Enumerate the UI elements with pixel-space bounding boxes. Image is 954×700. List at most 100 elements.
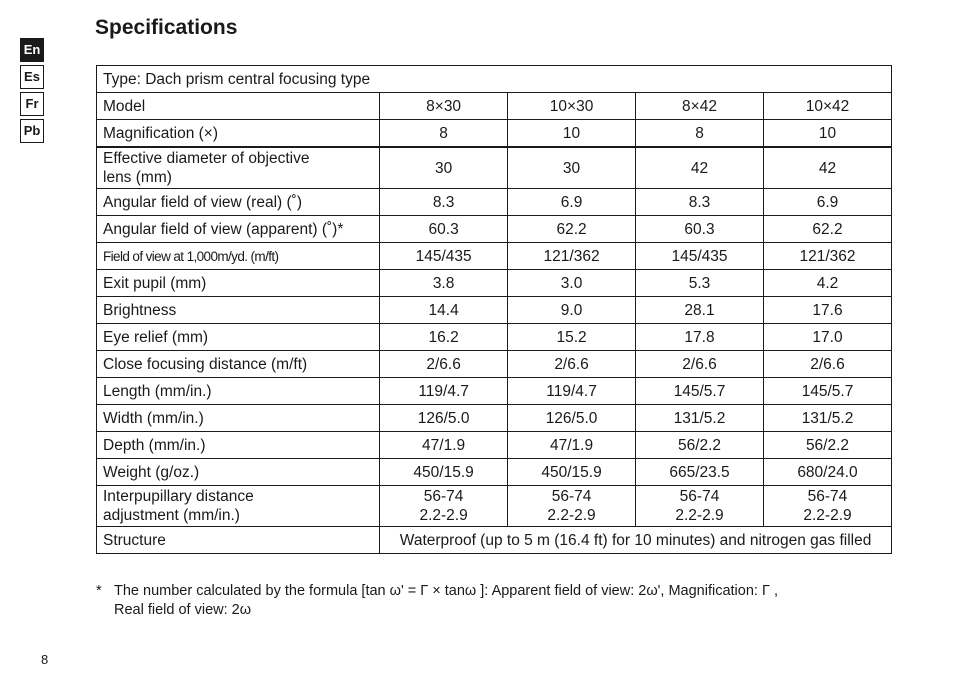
cell-text-line: Weight (g/oz.) (103, 463, 200, 481)
value-cell: 30 (507, 146, 637, 189)
cell-text-line: 8.3 (688, 193, 711, 211)
language-tab-es[interactable]: Es (20, 65, 44, 89)
cell-text-line: Depth (mm/in.) (103, 436, 206, 454)
language-tab-fr[interactable]: Fr (20, 92, 44, 116)
page-title: Specifications (95, 16, 238, 39)
table-row: Angular field of view (apparent) (˚)* 60.… (95, 215, 893, 243)
cell-text-line: 16.2 (428, 328, 459, 346)
row-label: Close focusing distance (m/ft) (95, 350, 381, 378)
table-row: Angular field of view (real) (˚) 8.3 6.9 8.… (95, 188, 893, 216)
value-cell: 4.2 (762, 269, 893, 297)
row-label: Field of view at 1,000m/yd. (m/ft) (95, 242, 381, 270)
language-tabs: En Es Fr Pb (20, 38, 44, 146)
cell-text-line: 145/435 (671, 247, 728, 265)
type-row: Type: Dach prism central focusing type (96, 65, 892, 93)
cell-text-line: 680/24.0 (797, 463, 858, 481)
value-cell: 131/5.2 (762, 404, 893, 432)
cell-text-line: Close focusing distance (m/ft) (103, 355, 308, 373)
cell-text-line: 56-74 (551, 488, 592, 505)
cell-text-line: 2/6.6 (810, 355, 845, 373)
cell-text-line: 10×30 (549, 97, 594, 115)
value-cell: 60.3 (379, 215, 509, 243)
value-cell: 56-74 2.2-2.9 (379, 485, 509, 527)
footnote-line: Real field of view: 2ω (114, 602, 252, 618)
language-tab-pb[interactable]: Pb (20, 119, 44, 143)
type-cell: Type: Dach prism central focusing type (96, 65, 892, 93)
value-cell: 145/435 (379, 242, 509, 270)
cell-text-line: 9.0 (560, 301, 583, 319)
cell-text-line: 17.6 (812, 301, 843, 319)
value-cell: 56-74 2.2-2.9 (635, 485, 764, 527)
structure-row: Structure Waterproof (up to 5 m (16.4 ft)… (95, 526, 892, 554)
cell-text-line: 665/23.5 (669, 463, 730, 481)
value-cell: 17.8 (635, 323, 764, 351)
row-label: Brightness (95, 296, 381, 324)
table-row: Magnification (×) 8 10 8 10 (95, 119, 893, 148)
value-cell: 5.3 (635, 269, 764, 297)
value-cell: 30 (379, 146, 509, 189)
cell-text-line: 56/2.2 (677, 436, 722, 454)
value-cell: 6.9 (507, 188, 637, 216)
cell-text-line: Magnification (×) (103, 124, 219, 142)
value-cell: 10 (507, 119, 637, 148)
cell-text-line: 10×42 (805, 97, 850, 115)
row-label: Eye relief (mm) (95, 323, 381, 351)
value-cell: 121/362 (507, 242, 637, 270)
page-number: 8 (41, 652, 49, 667)
cell-text-line: 47/1.9 (422, 436, 466, 454)
cell-text-line: 121/362 (543, 247, 600, 265)
cell-text-line: 8×30 (426, 97, 462, 115)
value-cell: 145/435 (635, 242, 764, 270)
cell-text-line: 4.2 (816, 274, 839, 292)
value-cell: 8×42 (635, 92, 764, 120)
value-cell: 3.0 (507, 269, 637, 297)
cell-text-line: 8×42 (682, 97, 717, 115)
cell-text-line: 15.2 (556, 328, 587, 346)
cell-text-line: 2/6.6 (426, 355, 461, 373)
table-row: Exit pupil (mm) 3.8 3.0 5.3 4.2 (95, 269, 893, 297)
cell-text-line: 126/5.0 (417, 409, 470, 427)
cell-text-line: 62.2 (812, 220, 843, 238)
cell-text-line: 56/2.2 (805, 436, 850, 454)
value-cell: 56/2.2 (762, 431, 893, 459)
value-cell: 8.3 (635, 188, 764, 216)
value-cell: 10×30 (507, 92, 637, 120)
value-cell: 450/15.9 (507, 458, 637, 486)
value-cell: 16.2 (379, 323, 509, 351)
cell-text-line: 8.3 (432, 193, 455, 211)
row-label: Magnification (×) (95, 119, 381, 148)
specifications-table: Type: Dach prism central focusing type M… (95, 65, 893, 554)
row-label: Weight (g/oz.) (95, 458, 381, 486)
cell-text-line: 8 (695, 124, 704, 142)
table-row: Model 8×30 10×30 8×42 10×42 (95, 92, 893, 120)
cell-text-line: Model (103, 97, 146, 115)
language-tab-en[interactable]: En (20, 38, 44, 62)
value-cell: 3.8 (379, 269, 509, 297)
cell-text-line: 10 (818, 124, 837, 142)
value-cell: 9.0 (507, 296, 637, 324)
value-cell: 2/6.6 (635, 350, 764, 378)
cell-text-line: 131/5.2 (801, 409, 854, 427)
structure-label: Structure (95, 526, 381, 554)
cell-text-line: 30 (434, 159, 453, 177)
table-row: Brightness 14.4 9.0 28.1 17.6 (95, 296, 893, 324)
cell-text-line: Brightness (103, 301, 177, 319)
cell-text-line: 14.4 (428, 301, 459, 319)
cell-text-line: 121/362 (799, 247, 856, 265)
structure-value: Waterproof (up to 5 m (16.4 ft) for 10 m… (379, 526, 892, 554)
cell-text-line: 3.0 (560, 274, 583, 292)
value-cell: 2/6.6 (507, 350, 637, 378)
cell-text-line: 10 (562, 124, 581, 142)
cell-text-line: Length (mm/in.) (103, 382, 212, 400)
cell-text-line: Width (mm/in.) (103, 409, 204, 427)
value-cell: 56-74 2.2-2.9 (762, 485, 893, 527)
row-label: Width (mm/in.) (95, 404, 381, 432)
value-cell: 8.3 (379, 188, 509, 216)
footnote-line: The number calculated by the formula [ta… (114, 583, 779, 599)
table-row: Effective diameter of objective lens (mm)… (95, 146, 893, 189)
row-label: Angular field of view (real) (˚) (95, 188, 381, 216)
value-cell: 2/6.6 (762, 350, 893, 378)
table-row: Length (mm/in.) 119/4.7 119/4.7 145/5.7 145/… (95, 377, 893, 405)
cell-text-line: 47/1.9 (550, 436, 594, 454)
cell-text-line: 30 (562, 159, 581, 177)
